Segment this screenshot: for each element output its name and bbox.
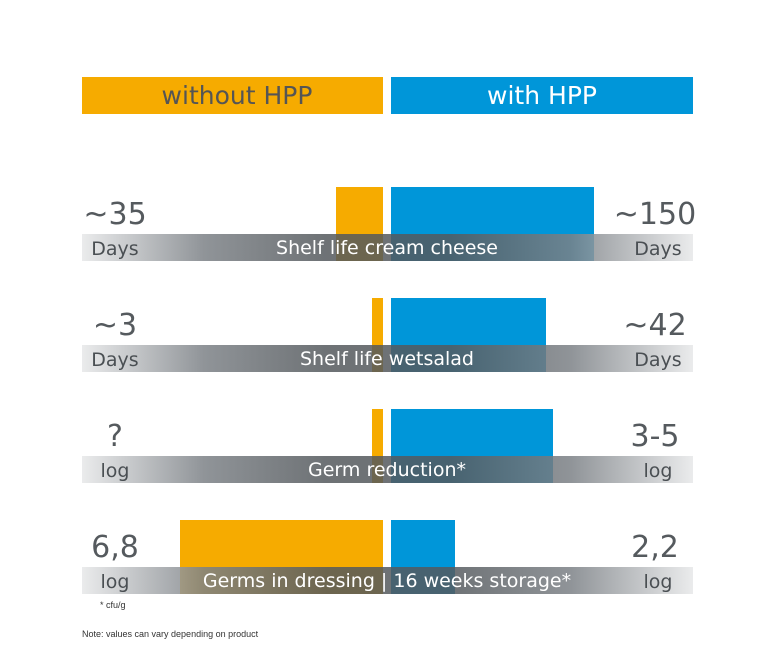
unit-left: Days bbox=[91, 349, 138, 371]
footnote: * cfu/g bbox=[100, 600, 126, 610]
unit-right: log bbox=[644, 460, 673, 482]
row-label: Shelf life wetsalad bbox=[300, 348, 474, 370]
bar-without bbox=[372, 298, 383, 372]
value-without: ~3 bbox=[93, 308, 137, 343]
row-label-band bbox=[82, 567, 693, 594]
legend-with-label: with HPP bbox=[487, 81, 597, 110]
value-with: 3-5 bbox=[631, 419, 680, 454]
row-label-band bbox=[82, 456, 693, 483]
value-without: ~35 bbox=[83, 197, 146, 232]
value-without: ? bbox=[107, 419, 123, 454]
chart-rows: Shelf life cream cheese ~35 ~150 Days Days Sh… bbox=[82, 187, 696, 594]
row-label: Germs in dressing | 16 weeks storage* bbox=[203, 570, 571, 592]
legend-without-swatch bbox=[82, 77, 383, 114]
unit-right: Days bbox=[634, 349, 681, 371]
row-label: Shelf life cream cheese bbox=[276, 237, 498, 259]
legend-without-label: without HPP bbox=[162, 81, 313, 110]
row-label-band bbox=[82, 234, 693, 261]
value-with: ~150 bbox=[614, 197, 696, 232]
legend-with-swatch bbox=[391, 77, 693, 114]
note: Note: values can vary depending on produ… bbox=[82, 629, 259, 639]
unit-left: log bbox=[101, 571, 130, 593]
unit-right: Days bbox=[634, 238, 681, 260]
row-label-band bbox=[82, 345, 693, 372]
value-with: ~42 bbox=[623, 308, 686, 343]
unit-right: log bbox=[644, 571, 673, 593]
value-with: 2,2 bbox=[631, 530, 679, 565]
unit-left: log bbox=[101, 460, 130, 482]
value-without: 6,8 bbox=[91, 530, 139, 565]
row-label: Germ reduction* bbox=[308, 459, 466, 481]
bar-without bbox=[372, 409, 383, 483]
unit-left: Days bbox=[91, 238, 138, 260]
